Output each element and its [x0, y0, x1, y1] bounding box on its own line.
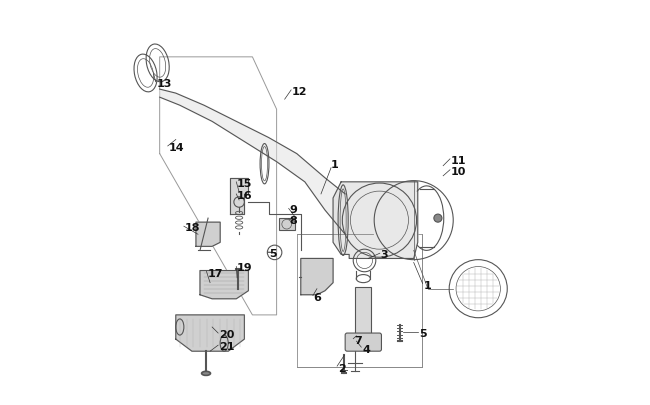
Polygon shape — [301, 259, 333, 295]
Polygon shape — [176, 315, 244, 351]
Text: 11: 11 — [451, 155, 466, 165]
Text: 10: 10 — [451, 166, 466, 176]
FancyBboxPatch shape — [279, 219, 294, 231]
Text: 13: 13 — [157, 79, 172, 89]
Text: 21: 21 — [219, 341, 235, 352]
Text: 5: 5 — [419, 328, 426, 338]
Text: 12: 12 — [292, 87, 307, 97]
FancyBboxPatch shape — [356, 287, 371, 335]
Text: 3: 3 — [381, 250, 388, 260]
Text: 2: 2 — [338, 363, 346, 373]
Text: 15: 15 — [237, 178, 252, 188]
Text: 1: 1 — [424, 280, 432, 290]
Text: 5: 5 — [269, 249, 277, 258]
Text: 14: 14 — [168, 143, 184, 153]
Polygon shape — [160, 90, 345, 234]
Circle shape — [434, 215, 442, 223]
Polygon shape — [333, 182, 418, 259]
Text: 9: 9 — [289, 205, 298, 215]
FancyBboxPatch shape — [345, 333, 382, 351]
Text: 20: 20 — [219, 329, 235, 339]
Ellipse shape — [202, 371, 211, 375]
Polygon shape — [230, 178, 248, 215]
Text: 7: 7 — [354, 335, 362, 345]
Polygon shape — [196, 223, 220, 247]
Text: 17: 17 — [207, 268, 223, 278]
Text: 19: 19 — [237, 263, 253, 273]
Text: 16: 16 — [237, 190, 253, 200]
Text: 18: 18 — [185, 222, 200, 232]
Polygon shape — [200, 271, 248, 299]
Text: 6: 6 — [314, 292, 322, 302]
Text: 8: 8 — [289, 215, 297, 226]
Text: 4: 4 — [362, 344, 370, 354]
Text: 1: 1 — [331, 159, 339, 169]
